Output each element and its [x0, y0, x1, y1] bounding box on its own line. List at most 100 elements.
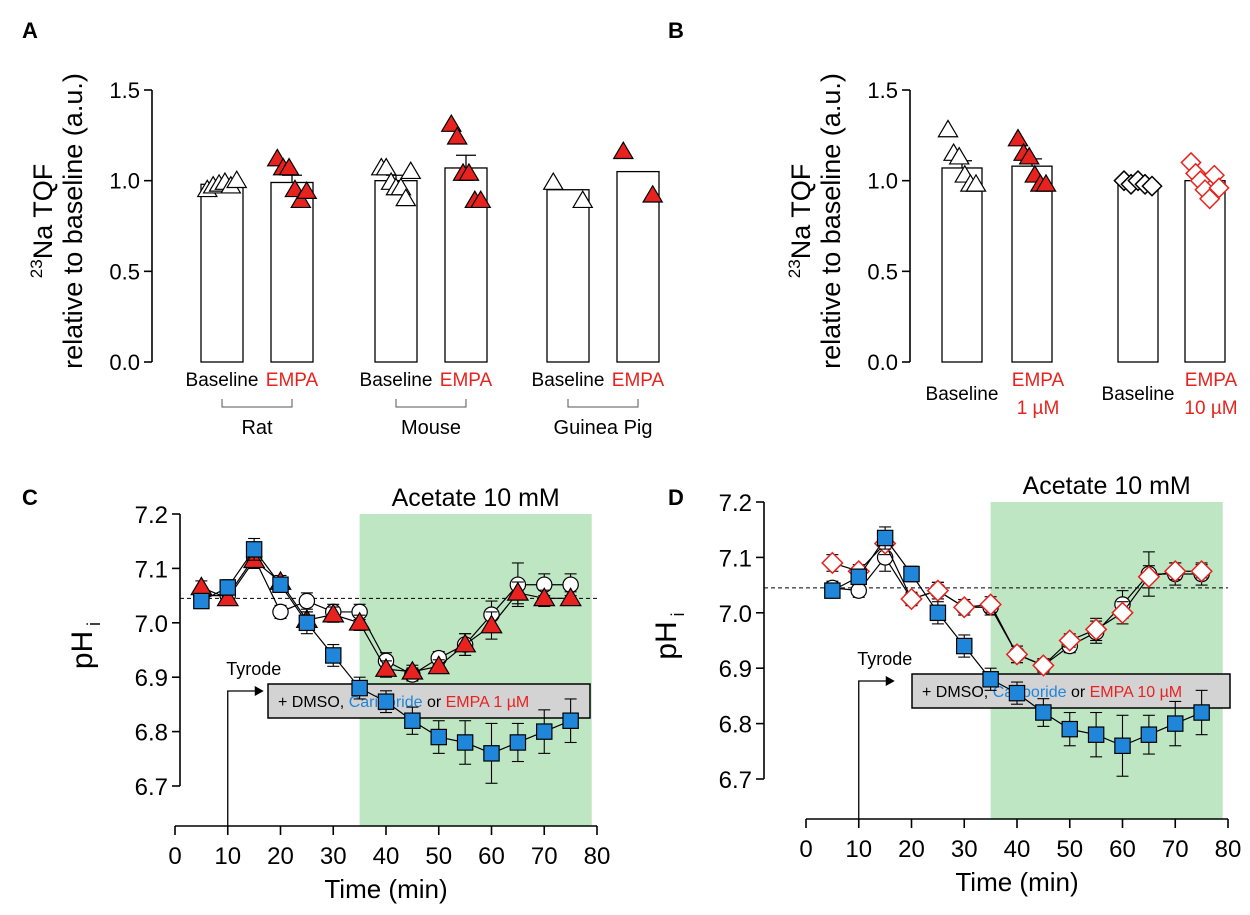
- data-point-red-open-diamond: [821, 551, 844, 575]
- x-category-label: Baseline: [186, 370, 259, 391]
- y-tick-label: 6.8: [719, 712, 752, 739]
- x-tick-label: 0: [799, 836, 812, 863]
- data-point-blue-square: [1087, 726, 1105, 743]
- data-point-blue-square: [351, 679, 368, 697]
- y-axis-label-line1: 23Na TQF: [27, 164, 58, 278]
- tyrode-arrow-line: [858, 680, 889, 819]
- data-point-blue-square: [298, 614, 316, 632]
- y-axis-label-line2: relative to baseline (a.u.): [58, 73, 88, 369]
- data-point: [296, 180, 318, 199]
- data-point-red-triangle: [427, 655, 451, 675]
- data-point: [612, 141, 634, 160]
- x-category-label: EMPA: [266, 370, 319, 391]
- data-point-blue-square: [430, 728, 448, 746]
- y-tick-label: 7.0: [135, 611, 168, 638]
- data-point: [290, 190, 312, 209]
- data-point-blue-square: [509, 734, 527, 751]
- data-point: [937, 119, 959, 138]
- data-point-red-triangle: [559, 587, 582, 607]
- y-axis-label-subscript: i: [84, 622, 104, 626]
- treatment-box-text: + DMSO, Cariporide or EMPA 10 µM: [922, 684, 1182, 701]
- data-point-blue-square: [245, 541, 263, 558]
- x-tick-label: 60: [478, 843, 505, 870]
- treatment-box: [911, 673, 1231, 709]
- data-point-open-circle: [850, 582, 867, 599]
- bar-guinea-pig-baseline: [546, 189, 590, 363]
- data-point-red-open-diamond: [979, 593, 1002, 616]
- x-tick-label: 0: [168, 843, 181, 870]
- y-tick-label: 7.0: [719, 601, 752, 628]
- panel-letter-b: B: [668, 18, 684, 43]
- x-tick-label: 30: [951, 836, 978, 863]
- x-tick-label: 10: [214, 843, 241, 870]
- data-point-red-open-diamond: [900, 587, 923, 611]
- tyrode-arrowhead: [885, 676, 895, 686]
- data-point-red-triangle: [348, 611, 371, 631]
- data-point-open-circle: [272, 603, 289, 621]
- data-point-red-triangle: [532, 587, 556, 607]
- tyrode-arrow-line: [227, 690, 258, 826]
- acetate-shaded-region: [990, 502, 1223, 819]
- y-tick-label: 1.0: [109, 169, 140, 194]
- x-category-label: EMPA: [1012, 370, 1065, 391]
- group-label: Guinea Pig: [554, 417, 653, 439]
- treatment-box-text: + DMSO, Cariporide or EMPA 1 µM: [278, 694, 529, 711]
- y-tick-label: 7.2: [135, 502, 168, 529]
- y-axis-label: pH: [650, 621, 683, 659]
- data-point: [400, 160, 422, 180]
- y-axis-label-text: Na TQF: [28, 164, 58, 260]
- x-category-label: EMPA: [612, 370, 665, 391]
- panel-letter-a: A: [22, 18, 38, 43]
- bar-0: [941, 167, 983, 363]
- data-point-red-open-diamond: [1111, 601, 1134, 625]
- data-point: [375, 157, 397, 176]
- data-point-blue-square: [850, 568, 867, 586]
- bar-rat-baseline: [200, 183, 244, 363]
- y-axis-label-superscript: 23: [785, 259, 804, 278]
- bar-mouse-baseline: [374, 180, 418, 363]
- y-tick-label: 1.5: [109, 78, 140, 103]
- data-point-blue-square: [404, 712, 421, 729]
- data-point-red-open-diamond: [926, 579, 950, 602]
- data-point-red-triangle: [216, 587, 240, 607]
- y-tick-label: 1.5: [867, 78, 898, 103]
- y-axis-label: pH: [66, 631, 99, 669]
- y-tick-label: 6.9: [719, 656, 752, 683]
- data-point-red-open-diamond: [1163, 559, 1187, 583]
- data-point: [440, 113, 462, 132]
- x-tick-label: 80: [1215, 836, 1242, 863]
- x-axis-label: Time (min): [955, 867, 1078, 897]
- x-category-label: EMPA: [440, 370, 493, 391]
- x-category-sublabel: 10 µM: [1184, 398, 1237, 419]
- x-axis-label: Time (min): [324, 874, 447, 904]
- data-point-blue-square: [929, 604, 947, 622]
- x-tick-label: 70: [531, 843, 558, 870]
- x-tick-label: 40: [373, 843, 400, 870]
- tyrode-arrowhead: [254, 686, 264, 696]
- tyrode-label: Tyrode: [857, 649, 912, 669]
- data-point-red-open-diamond: [1032, 654, 1055, 677]
- bar-1: [1011, 165, 1053, 363]
- data-point-red-open-diamond: [1058, 629, 1082, 652]
- y-tick-label: 6.7: [719, 767, 752, 794]
- data-point-blue-square: [219, 579, 237, 596]
- panel-letter-c: C: [22, 485, 38, 510]
- data-point-blue-square: [193, 592, 210, 610]
- data-point-red-open-diamond: [1084, 618, 1108, 641]
- data-point-red-triangle: [374, 657, 398, 677]
- y-tick-label: 7.1: [719, 545, 752, 572]
- data-point-blue-square: [562, 712, 579, 729]
- treatment-box-part: EMPA 10 µM: [1090, 684, 1183, 701]
- data-point-blue-square: [1008, 684, 1026, 702]
- x-category-label: Baseline: [532, 370, 605, 391]
- data-point: [1035, 173, 1057, 192]
- panel-letter-d: D: [668, 485, 684, 510]
- x-tick-label: 50: [1056, 836, 1083, 863]
- panel-b-bar-chart: 0.0 0.5 1.0 1.5 23Na TQF relative to baseline…: [785, 73, 1238, 419]
- data-point-red-triangle: [190, 576, 213, 596]
- data-point-blue-square: [1166, 715, 1184, 732]
- data-point-blue-square: [535, 723, 553, 740]
- data-point: [965, 173, 987, 192]
- data-point-blue-square: [955, 637, 973, 655]
- y-tick-label: 0.0: [109, 350, 140, 375]
